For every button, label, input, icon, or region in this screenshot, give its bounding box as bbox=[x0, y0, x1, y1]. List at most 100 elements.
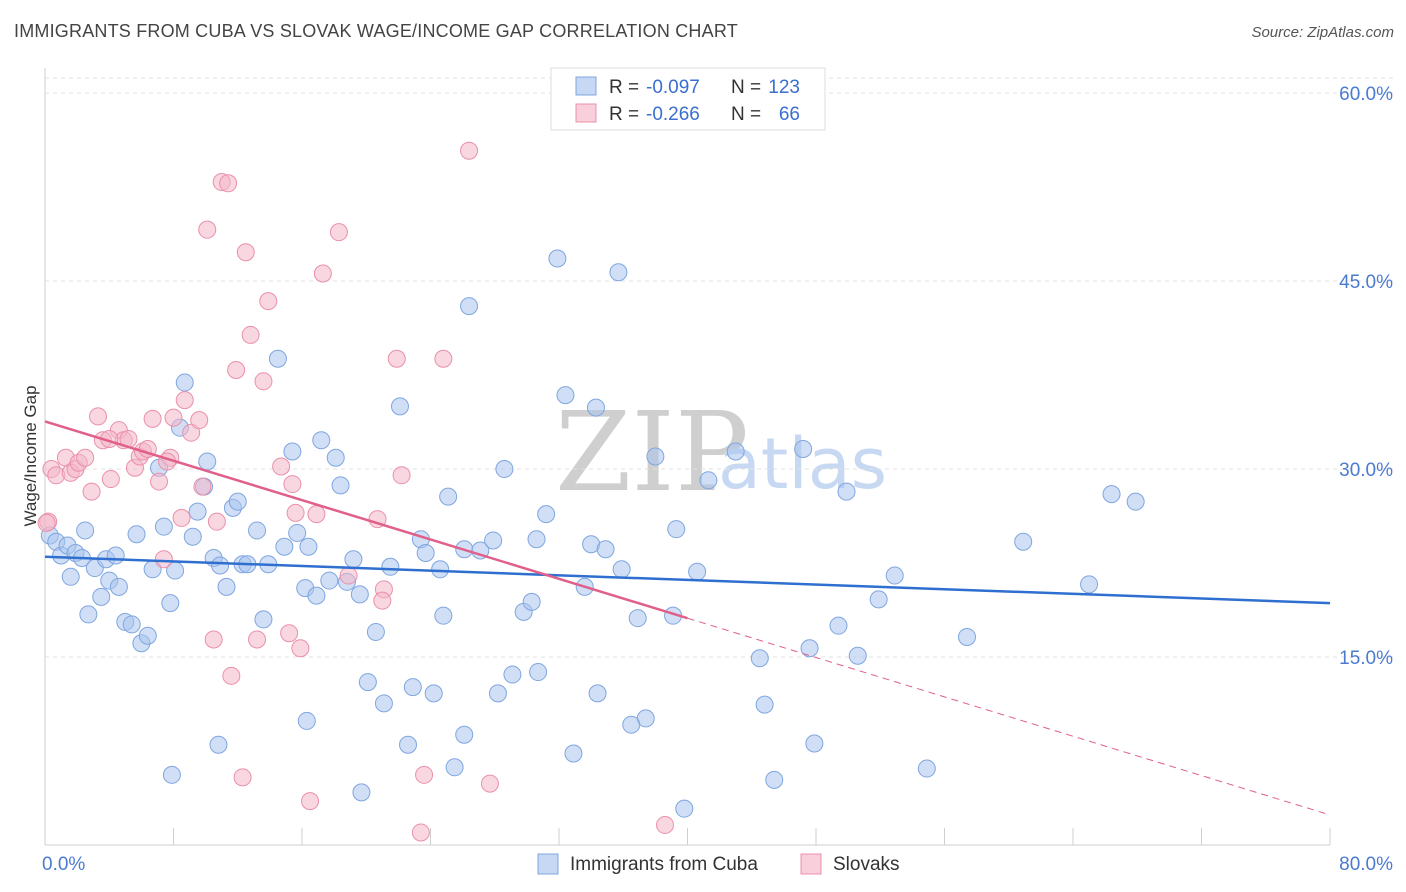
point-cuba bbox=[917, 759, 936, 778]
point-slovak bbox=[254, 372, 273, 391]
point-cuba bbox=[1014, 532, 1033, 551]
y-tick-label: 45.0% bbox=[1339, 272, 1393, 293]
point-cuba bbox=[416, 543, 435, 562]
trend-line-cuba bbox=[44, 555, 1331, 605]
point-cuba bbox=[183, 527, 202, 546]
point-cuba bbox=[326, 448, 345, 467]
series-cuba-points bbox=[40, 249, 1145, 818]
stats-swatch-cuba bbox=[575, 76, 597, 96]
point-cuba bbox=[957, 627, 976, 646]
point-slovak bbox=[339, 566, 358, 585]
point-cuba bbox=[154, 517, 173, 536]
point-cuba bbox=[424, 684, 443, 703]
point-cuba bbox=[488, 684, 507, 703]
point-cuba bbox=[92, 587, 111, 606]
point-cuba bbox=[885, 566, 904, 585]
point-cuba bbox=[805, 734, 824, 753]
point-cuba bbox=[794, 439, 813, 458]
point-cuba bbox=[109, 577, 128, 596]
point-slovak bbox=[154, 550, 173, 569]
stats-r-value-cuba: -0.097 bbox=[646, 77, 700, 98]
point-cuba bbox=[439, 487, 458, 506]
point-cuba bbox=[381, 557, 400, 576]
point-slovak bbox=[291, 639, 310, 658]
point-slovak bbox=[387, 349, 406, 368]
point-cuba bbox=[1080, 575, 1099, 594]
point-cuba bbox=[726, 442, 745, 461]
point-slovak bbox=[373, 591, 392, 610]
stats-box-frame bbox=[550, 67, 826, 131]
point-cuba bbox=[248, 521, 267, 540]
legend-label-cuba: Immigrants from Cuba bbox=[570, 854, 758, 875]
point-slovak bbox=[143, 409, 162, 428]
point-cuba bbox=[646, 447, 665, 466]
point-slovak bbox=[411, 823, 430, 842]
point-cuba bbox=[320, 571, 339, 590]
point-cuba bbox=[527, 530, 546, 549]
point-cuba bbox=[628, 609, 647, 628]
point-slovak bbox=[241, 325, 260, 344]
point-cuba bbox=[138, 626, 157, 645]
point-slovak bbox=[193, 477, 212, 496]
point-cuba bbox=[688, 562, 707, 581]
y-tick-label: 15.0% bbox=[1339, 648, 1393, 669]
point-cuba bbox=[374, 694, 393, 713]
stats-n-label-cuba: N = bbox=[731, 77, 761, 98]
point-cuba bbox=[455, 725, 474, 744]
stats-r-value-slovak: -0.266 bbox=[646, 104, 700, 125]
x-tick-label-min: 0.0% bbox=[42, 854, 85, 875]
point-cuba bbox=[460, 297, 479, 316]
series-slovak-points bbox=[37, 141, 675, 842]
point-cuba bbox=[800, 639, 819, 658]
legend: Immigrants from Cuba Slovaks bbox=[537, 853, 900, 875]
point-cuba bbox=[495, 460, 514, 479]
stats-n-value-cuba: 123 bbox=[768, 77, 800, 98]
point-cuba bbox=[484, 531, 503, 550]
point-cuba bbox=[529, 663, 548, 682]
stats-r-label-slovak: R = bbox=[609, 104, 639, 125]
point-cuba bbox=[403, 678, 422, 697]
point-cuba bbox=[331, 476, 350, 495]
point-cuba bbox=[188, 502, 207, 521]
point-slovak bbox=[89, 407, 108, 426]
point-cuba bbox=[848, 646, 867, 665]
point-cuba bbox=[622, 715, 641, 734]
point-cuba bbox=[122, 615, 141, 634]
point-cuba bbox=[79, 605, 98, 624]
point-slovak bbox=[198, 220, 217, 239]
point-slovak bbox=[301, 792, 320, 811]
point-slovak bbox=[329, 223, 348, 242]
source-credit: Source: ZipAtlas.com bbox=[1251, 24, 1394, 41]
point-slovak bbox=[480, 774, 499, 793]
point-cuba bbox=[609, 263, 628, 282]
point-cuba bbox=[588, 684, 607, 703]
point-slovak bbox=[204, 630, 223, 649]
point-slovak bbox=[307, 505, 326, 524]
point-cuba bbox=[445, 758, 464, 777]
point-slovak bbox=[175, 391, 194, 410]
y-tick-label: 30.0% bbox=[1339, 460, 1393, 481]
point-cuba bbox=[275, 537, 294, 556]
point-cuba bbox=[522, 592, 541, 611]
point-slovak bbox=[313, 264, 332, 283]
legend-swatch-slovak bbox=[800, 853, 822, 875]
y-tick-labels: 15.0% 30.0% 45.0% 60.0% bbox=[1339, 84, 1393, 669]
point-cuba bbox=[596, 540, 615, 559]
y-tick-label: 60.0% bbox=[1339, 84, 1393, 105]
point-cuba bbox=[358, 673, 377, 692]
x-tick-label-max: 80.0% bbox=[1339, 854, 1393, 875]
point-cuba bbox=[503, 665, 522, 684]
point-cuba bbox=[675, 799, 694, 818]
point-cuba bbox=[548, 249, 567, 268]
point-slovak bbox=[219, 174, 238, 193]
point-slovak bbox=[150, 472, 169, 491]
point-cuba bbox=[755, 695, 774, 714]
point-cuba bbox=[76, 521, 95, 540]
trend-lines bbox=[44, 420, 1331, 816]
legend-swatch-cuba bbox=[537, 853, 559, 875]
chart-title: IMMIGRANTS FROM CUBA VS SLOVAK WAGE/INCO… bbox=[14, 21, 738, 41]
stats-n-label-slovak: N = bbox=[731, 104, 761, 125]
point-cuba bbox=[829, 616, 848, 635]
point-cuba bbox=[837, 482, 856, 501]
